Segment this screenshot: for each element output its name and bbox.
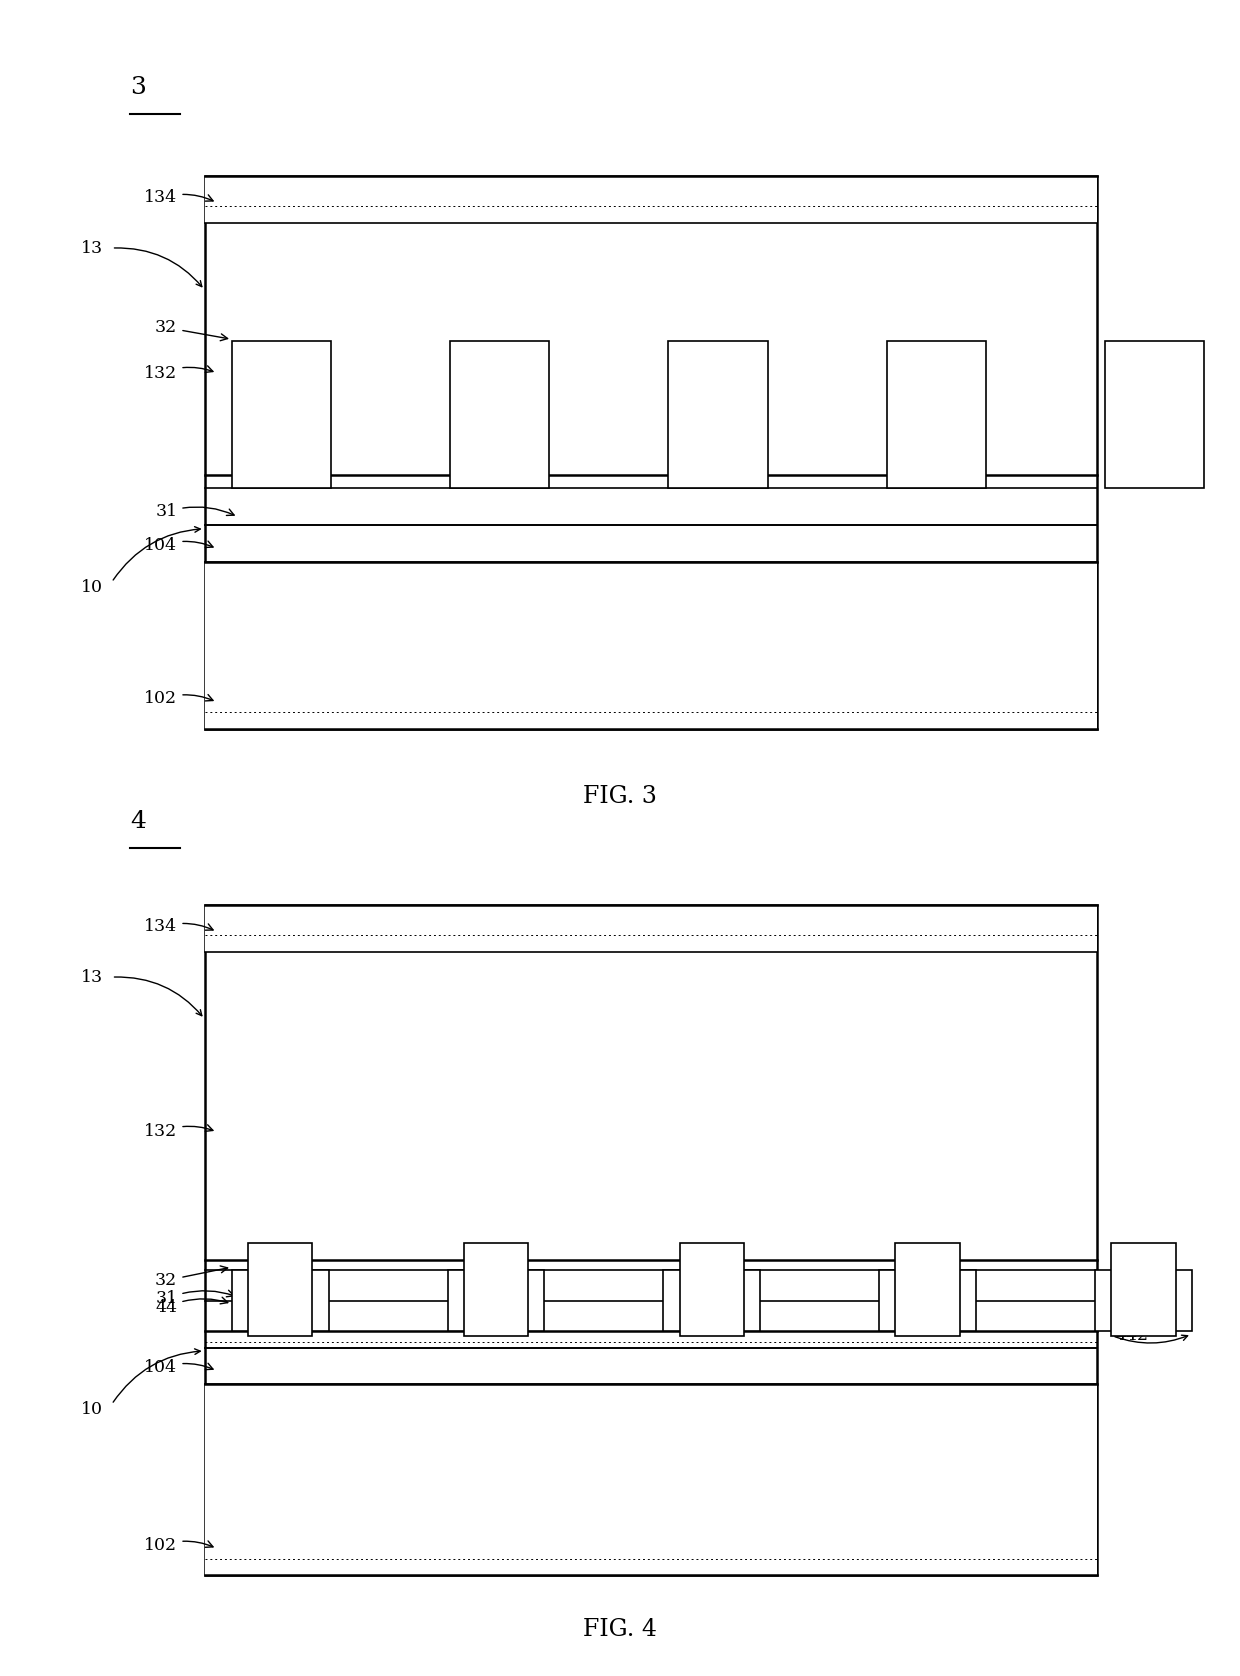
Text: FIG. 4: FIG. 4 — [583, 1617, 657, 1641]
Bar — [879, 1270, 976, 1331]
Bar — [205, 905, 1097, 1575]
Text: 104: 104 — [144, 536, 213, 555]
Text: 13: 13 — [81, 969, 103, 985]
Bar — [680, 1244, 744, 1336]
Bar — [205, 1384, 1097, 1575]
Text: 134: 134 — [144, 189, 213, 206]
Text: 313: 313 — [1116, 1279, 1149, 1296]
Text: 31: 31 — [155, 1291, 234, 1307]
Text: 442: 442 — [1116, 1327, 1149, 1344]
Bar — [205, 176, 1097, 729]
Bar — [248, 1244, 312, 1336]
Text: 32: 32 — [155, 1265, 228, 1289]
Text: 132: 132 — [144, 364, 213, 382]
Text: 13: 13 — [81, 240, 103, 256]
Bar — [1111, 1244, 1176, 1336]
Bar — [448, 1270, 544, 1331]
Text: 44: 44 — [155, 1297, 228, 1316]
Text: 102: 102 — [144, 1537, 213, 1554]
Bar — [895, 1244, 960, 1336]
Bar — [205, 905, 1097, 952]
Text: 3: 3 — [130, 75, 146, 99]
Bar — [232, 1270, 329, 1331]
Text: 10: 10 — [81, 578, 103, 597]
Bar — [205, 561, 1097, 729]
Text: 134: 134 — [144, 918, 213, 935]
Bar — [668, 340, 768, 488]
Text: 4: 4 — [130, 810, 146, 833]
Text: 32: 32 — [155, 318, 228, 340]
Text: 10: 10 — [81, 1401, 103, 1418]
Bar — [450, 340, 549, 488]
Bar — [464, 1244, 528, 1336]
Bar — [663, 1270, 760, 1331]
Text: FIG. 3: FIG. 3 — [583, 784, 657, 808]
Bar — [887, 340, 986, 488]
Bar — [1095, 1270, 1192, 1331]
Text: 102: 102 — [144, 691, 213, 707]
Text: 132: 132 — [144, 1123, 213, 1140]
Text: 313: 313 — [1116, 406, 1149, 424]
Bar — [1105, 340, 1204, 488]
Text: 31: 31 — [155, 503, 234, 521]
Bar — [232, 340, 331, 488]
Text: 104: 104 — [144, 1359, 213, 1376]
Bar — [205, 176, 1097, 223]
